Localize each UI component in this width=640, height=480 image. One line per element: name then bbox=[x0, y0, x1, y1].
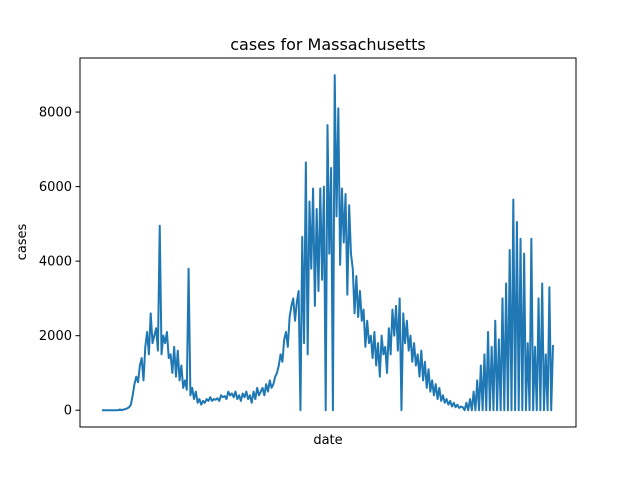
y-axis-label: cases bbox=[15, 223, 30, 260]
y-tick-label: 8000 bbox=[39, 106, 72, 121]
series-line bbox=[102, 74, 554, 412]
y-axis-ticks: 0 2000 4000 6000 8000 bbox=[39, 106, 80, 419]
chart-title: cases for Massachusetts bbox=[230, 35, 426, 54]
plot-area-frame bbox=[79, 57, 577, 428]
x-axis-label: date bbox=[313, 433, 342, 448]
y-tick-label: 4000 bbox=[39, 255, 72, 270]
y-tick-label: 6000 bbox=[39, 180, 72, 195]
y-tick-label: 0 bbox=[64, 404, 72, 419]
y-tick-label: 2000 bbox=[39, 329, 72, 344]
